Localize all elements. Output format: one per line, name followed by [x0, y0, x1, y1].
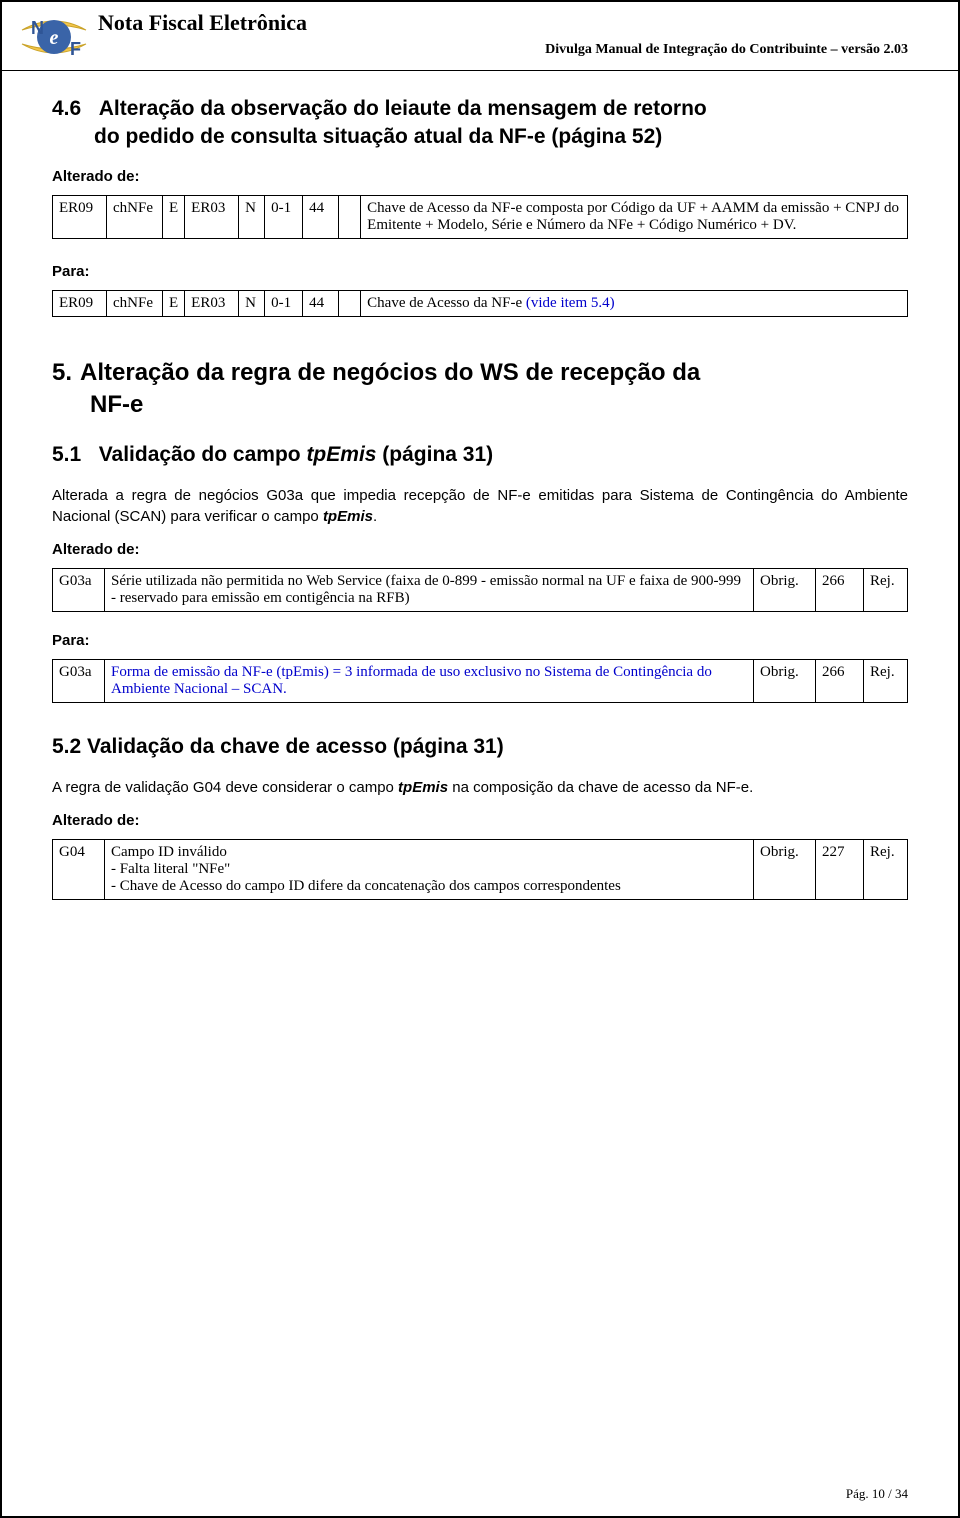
- para-label: Para:: [52, 632, 908, 649]
- para-part-a: Alterada a regra de negócios G03a que im…: [52, 487, 908, 525]
- section-5-1-para: Alterada a regra de negócios G03a que im…: [52, 485, 908, 527]
- cell: [339, 195, 361, 238]
- cell: E: [163, 195, 185, 238]
- cell: chNFe: [107, 195, 163, 238]
- section-5-2-heading: 5.2 Validação da chave de acesso (página…: [52, 735, 908, 759]
- cell: Obrig.: [754, 840, 816, 900]
- cell: Série utilizada não permitida no Web Ser…: [105, 569, 754, 612]
- alterado-de-label: Alterado de:: [52, 541, 908, 558]
- cell: ER09: [53, 195, 107, 238]
- cell: N: [239, 195, 265, 238]
- table-row: ER09 chNFe E ER03 N 0-1 44 Chave de Aces…: [53, 195, 908, 238]
- heading-number: 4.6: [52, 97, 81, 120]
- cell-composite: Chave de Acesso da NF-e (vide item 5.4): [361, 290, 908, 316]
- cell: E: [163, 290, 185, 316]
- cell: Obrig.: [754, 569, 816, 612]
- cell: Rej.: [864, 569, 908, 612]
- heading-line1: Alteração da regra de negócios do WS de …: [72, 359, 700, 386]
- cell: G03a: [53, 660, 105, 703]
- section-4-6-heading: 4.6 Alteração da observação do leiaute d…: [52, 95, 908, 152]
- cell: Obrig.: [754, 660, 816, 703]
- cell: 266: [816, 660, 864, 703]
- header-text-block: Nota Fiscal Eletrônica Divulga Manual de…: [98, 10, 908, 58]
- cell: 44: [303, 195, 339, 238]
- cell: 266: [816, 569, 864, 612]
- cell: [339, 290, 361, 316]
- alterado-de-label: Alterado de:: [52, 168, 908, 185]
- svg-text:F: F: [70, 39, 81, 59]
- cell: N: [239, 290, 265, 316]
- cell: Chave de Acesso da NF-e composta por Cód…: [361, 195, 908, 238]
- cell: 0-1: [265, 195, 303, 238]
- cell: 44: [303, 290, 339, 316]
- cell-multiline: Campo ID inválido - Falta literal "NFe" …: [105, 840, 754, 900]
- table-er09-after: ER09 chNFe E ER03 N 0-1 44 Chave de Aces…: [52, 290, 908, 317]
- section-5-heading: 5.Alteração da regra de negócios do WS d…: [52, 357, 908, 422]
- cell-text: Chave de Acesso da NF-e: [367, 295, 526, 311]
- para-part-c: .: [373, 508, 377, 525]
- table-er09-before: ER09 chNFe E ER03 N 0-1 44 Chave de Aces…: [52, 195, 908, 239]
- cell: ER03: [185, 290, 239, 316]
- table-g03a-before: G03a Série utilizada não permitida no We…: [52, 568, 908, 612]
- cell-blue: Forma de emissão da NF-e (tpEmis) = 3 in…: [105, 660, 754, 703]
- para-part-b: tpEmis: [323, 508, 373, 525]
- table-row: G03a Série utilizada não permitida no We…: [53, 569, 908, 612]
- cell: G04: [53, 840, 105, 900]
- page-number: Pág. 10 / 34: [846, 1486, 908, 1502]
- cell: ER09: [53, 290, 107, 316]
- document-page: e N F Nota Fiscal Eletrônica Divulga Man…: [0, 0, 960, 1518]
- para-label: Para:: [52, 263, 908, 280]
- para-part-b: tpEmis: [398, 779, 448, 796]
- svg-text:e: e: [50, 27, 59, 49]
- cell: Rej.: [864, 660, 908, 703]
- alterado-de-label: Alterado de:: [52, 812, 908, 829]
- cell: 227: [816, 840, 864, 900]
- page-header: e N F Nota Fiscal Eletrônica Divulga Man…: [2, 2, 958, 71]
- para-part-a: A regra de validação G04 deve considerar…: [52, 779, 398, 796]
- cell-line2: - Falta literal "NFe": [111, 861, 230, 877]
- heading-line2: do pedido de consulta situação atual da …: [52, 123, 908, 151]
- para-part-c: na composição da chave de acesso da NF-e…: [448, 779, 753, 796]
- header-title: Nota Fiscal Eletrônica: [98, 10, 908, 36]
- svg-text:N: N: [31, 18, 44, 38]
- heading-line1: Alteração da observação do leiaute da me…: [99, 97, 707, 120]
- heading-line2: NF-e: [52, 389, 908, 421]
- table-row: ER09 chNFe E ER03 N 0-1 44 Chave de Aces…: [53, 290, 908, 316]
- content-area: 4.6 Alteração da observação do leiaute d…: [2, 71, 958, 960]
- nfe-logo-icon: e N F: [20, 10, 88, 64]
- cell: G03a: [53, 569, 105, 612]
- heading-5-1-prefix: 5.1 Validação do campo tpEmis (página 31…: [52, 443, 493, 466]
- cell-line3: - Chave de Acesso do campo ID difere da …: [111, 878, 621, 894]
- heading-number: 5.: [52, 357, 72, 389]
- header-subtitle: Divulga Manual de Integração do Contribu…: [98, 42, 908, 58]
- section-5-2-para: A regra de validação G04 deve considerar…: [52, 777, 908, 798]
- table-row: G03a Forma de emissão da NF-e (tpEmis) =…: [53, 660, 908, 703]
- section-5-1-heading: 5.1 Validação do campo tpEmis (página 31…: [52, 443, 908, 467]
- cell-line1: Campo ID inválido: [111, 844, 227, 860]
- table-row: G04 Campo ID inválido - Falta literal "N…: [53, 840, 908, 900]
- cell: Rej.: [864, 840, 908, 900]
- cell-blue-tail: (vide item 5.4): [526, 295, 615, 311]
- table-g03a-after: G03a Forma de emissão da NF-e (tpEmis) =…: [52, 659, 908, 703]
- cell: chNFe: [107, 290, 163, 316]
- cell: 0-1: [265, 290, 303, 316]
- table-g04: G04 Campo ID inválido - Falta literal "N…: [52, 839, 908, 900]
- cell: ER03: [185, 195, 239, 238]
